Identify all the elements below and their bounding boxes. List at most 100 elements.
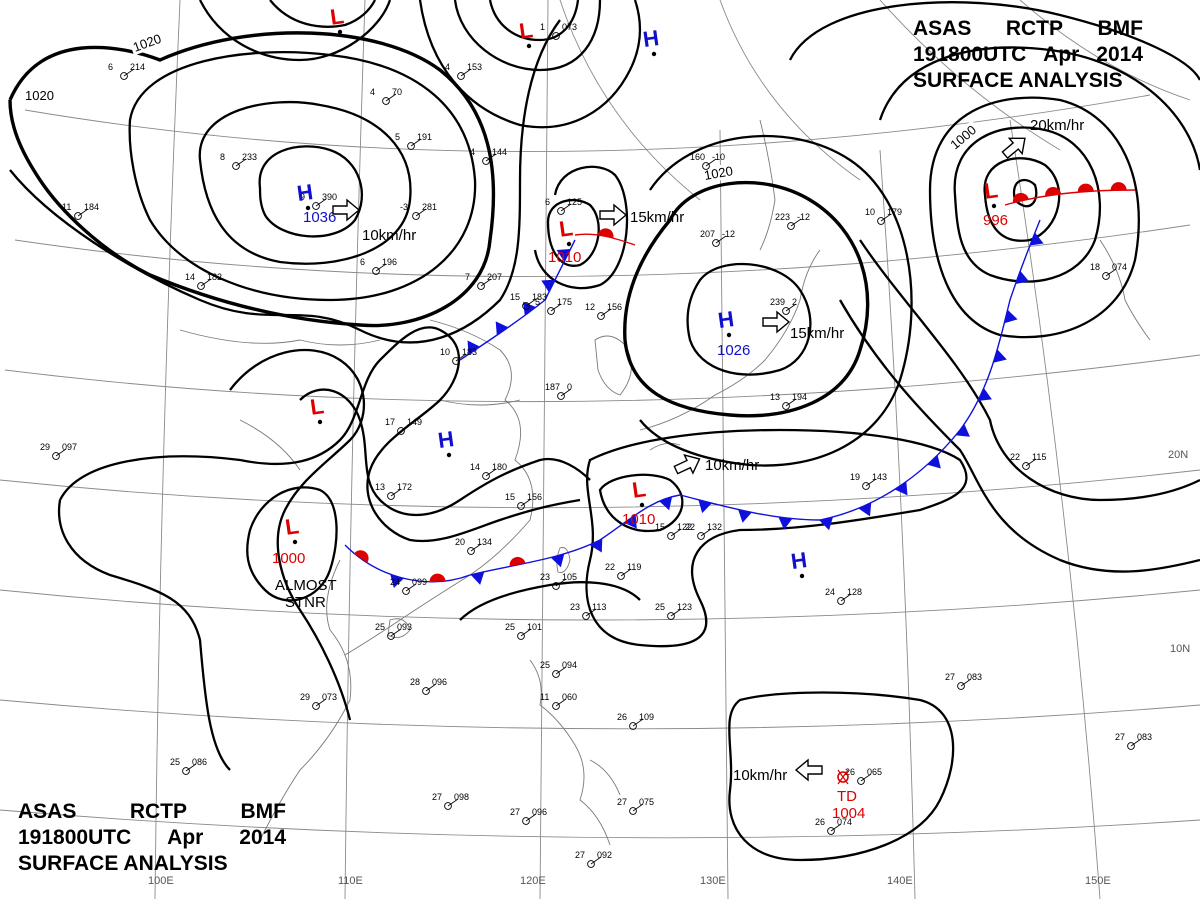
center-symbol: H	[789, 547, 808, 574]
station-pressure: 183	[462, 347, 477, 357]
station-circle	[457, 72, 465, 80]
isobar	[418, 0, 642, 129]
station-circle	[629, 722, 637, 730]
header-bottom-left: ASAS RCTP BMF 191800UTC Apr 2014 SURFACE…	[18, 799, 286, 877]
station-temperature: 11	[62, 202, 71, 212]
station-temperature: 24	[825, 587, 835, 597]
station-circle	[782, 402, 790, 410]
station-circle	[397, 427, 405, 435]
station-circle	[482, 157, 490, 165]
wind-barb	[620, 568, 632, 577]
station-circle	[552, 582, 560, 590]
station-plot: 4 153	[445, 62, 482, 80]
station-pressure: 149	[407, 417, 422, 427]
wind-barb	[670, 608, 682, 617]
station-temperature: 27	[432, 792, 442, 802]
station-circle	[557, 207, 565, 215]
station-temperature: 5	[535, 297, 540, 307]
isobar	[623, 180, 870, 418]
center-dot	[337, 29, 343, 35]
station-plot: 18 074	[1090, 262, 1127, 280]
station-pressure: 180	[492, 462, 507, 472]
latitude-line	[4, 354, 1200, 403]
latitude-line	[14, 224, 1191, 278]
center-dot	[446, 452, 452, 458]
isobar	[585, 428, 968, 648]
product-line: SURFACE ANALYSIS	[913, 68, 1143, 94]
station-temperature: 26	[815, 817, 825, 827]
station-temperature: 24	[390, 577, 400, 587]
station-temperature: 4	[445, 62, 450, 72]
cold-front-triangle	[495, 321, 509, 336]
station-pressure: 074	[1112, 262, 1127, 272]
station-pressure: 119	[627, 562, 641, 572]
station-plot: 27 083	[1115, 732, 1152, 750]
wind-barb	[865, 478, 877, 487]
latitude-label: 10N	[1170, 643, 1190, 655]
year: 2014	[239, 826, 286, 849]
motion-speed: 10km/hr	[705, 457, 759, 474]
cold-front-triangle	[658, 496, 673, 511]
low-center: L 1010	[548, 215, 581, 266]
isobar	[258, 145, 364, 238]
isobar	[198, 100, 412, 265]
station-plot: 23 105	[540, 572, 577, 590]
station-plot: 22 132	[685, 522, 722, 540]
high-center: H 1026	[716, 306, 750, 359]
station-temperature: 6	[545, 197, 550, 207]
wind-barb	[480, 278, 492, 287]
wind-barb	[425, 683, 437, 692]
station-plot: 5 191	[395, 132, 432, 150]
station-pressure: 191	[417, 132, 432, 142]
station-plot: 4 144	[470, 147, 507, 165]
center-dot	[726, 332, 732, 338]
time-line: 191800UTC Apr 2014	[18, 825, 286, 851]
station-plot: 9 390	[300, 192, 337, 210]
station-plot: 23 113	[570, 602, 606, 620]
annotation-text: ALMOST	[275, 577, 337, 594]
isobar	[229, 348, 366, 721]
station-temperature: 160	[690, 152, 705, 162]
station-plot: 28 096	[410, 677, 447, 695]
station-temperature: 14	[470, 462, 480, 472]
station-pressure: 156	[607, 302, 622, 312]
station-plot: 7 207	[465, 272, 502, 290]
cold-front-triangle	[589, 538, 603, 553]
hainan-coast	[387, 618, 411, 639]
wind-barb	[460, 68, 472, 77]
isobar	[983, 157, 1061, 242]
station-pressure: 172	[397, 482, 412, 492]
wind-barb	[55, 448, 67, 457]
isobar	[128, 50, 477, 302]
station-circle	[522, 302, 530, 310]
center-pressure: 1010	[622, 511, 655, 528]
low-center: L	[309, 393, 325, 425]
station-code: RCTP	[129, 800, 188, 823]
motion-speed: 10km/hr	[362, 227, 416, 244]
station-circle	[827, 827, 835, 835]
station-circle	[387, 632, 395, 640]
station-pressure: 281	[422, 202, 437, 212]
isobar-label-bg	[945, 120, 982, 154]
wind-barb	[555, 28, 567, 37]
station-plot: 5 175	[535, 297, 572, 315]
station-plot: 26 109	[617, 712, 654, 730]
station-pressure: 105	[562, 572, 577, 582]
station-temperature: 223	[775, 212, 790, 222]
center-symbol: H	[436, 426, 455, 453]
station-temperature: 23	[540, 572, 550, 582]
station-pressure: -10	[712, 152, 725, 162]
motion-arrow-icon	[762, 310, 791, 334]
station-temperature: 15	[510, 292, 520, 302]
isobar	[58, 326, 581, 543]
station-pressure: 113	[592, 602, 606, 612]
station-temperature: 29	[300, 692, 310, 702]
motion-arrow: 15km/hr	[599, 203, 684, 227]
station-temperature: 26	[845, 767, 855, 777]
station-temperature: 18	[1090, 262, 1100, 272]
wind-barb	[455, 353, 467, 362]
wind-barb	[123, 68, 135, 77]
station-temperature: 4	[470, 147, 475, 157]
product-title: SURFACE ANALYSIS	[913, 69, 1123, 92]
wind-barb	[860, 773, 872, 782]
